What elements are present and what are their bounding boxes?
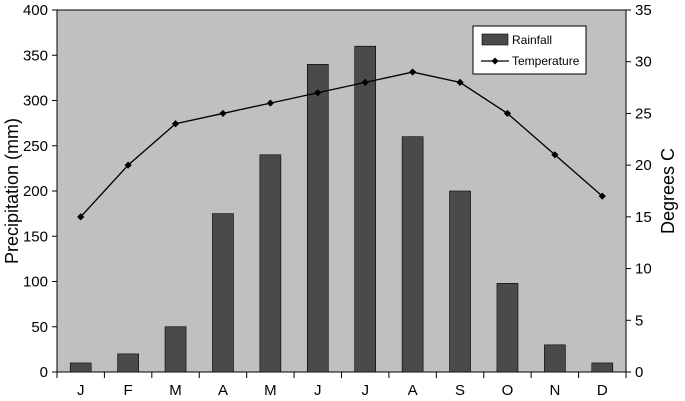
temperature-series-line [80, 71, 603, 218]
temperature-point [503, 109, 512, 118]
rainfall-bar [164, 326, 187, 373]
x-tick-label: M [169, 382, 182, 399]
y2-tick-label: 0 [635, 364, 643, 381]
y2-tick-label: 30 [635, 54, 652, 71]
y-axis-title: Precipitation (mm) [2, 118, 22, 264]
rainfall-bar [401, 136, 424, 373]
temperature-point [456, 78, 464, 86]
rainfall-bar [591, 362, 614, 373]
rainfall-bar [212, 213, 234, 373]
y-tick-label: 200 [23, 183, 48, 200]
x-tick-label: A [408, 382, 418, 399]
legend-marker-temperature [491, 57, 499, 65]
y-tick-label: 150 [23, 228, 48, 245]
x-tick-label: J [314, 382, 322, 399]
y2-tick-label: 15 [635, 209, 652, 226]
rainfall-bar [259, 154, 282, 373]
temperature-point [361, 78, 369, 86]
x-tick-label: J [361, 382, 369, 399]
y-tick-label: 400 [23, 2, 48, 19]
y2-tick-label: 20 [635, 157, 652, 174]
temperature-point [598, 192, 606, 200]
temperature-line [77, 68, 606, 221]
y-tick-label: 350 [23, 47, 48, 64]
x-tick-label: O [502, 382, 514, 399]
temperature-point [124, 161, 132, 169]
y-tick-label: 300 [23, 93, 48, 110]
x-tick-label: F [124, 382, 133, 399]
rainfall-bar [306, 64, 329, 373]
y-tick-label: 100 [23, 274, 48, 291]
temperature-point [266, 99, 274, 107]
temperature-point [551, 151, 559, 159]
x-tick-label: N [549, 382, 560, 399]
x-tick-label: M [264, 382, 277, 399]
temperature-point [219, 109, 227, 118]
y-tick-label: 250 [23, 138, 48, 155]
temperature-point [409, 68, 417, 76]
legend: Rainfall Temperature [472, 25, 587, 75]
y2-tick-label: 10 [635, 261, 652, 278]
legend-label-temperature: Temperature [512, 54, 580, 68]
y-tick-label: 0 [40, 364, 48, 381]
legend-label-rainfall: Rainfall [512, 33, 552, 47]
y2-tick-label: 5 [635, 312, 643, 329]
x-tick-label: D [597, 382, 608, 399]
rainfall-bar [117, 353, 139, 373]
rainfall-bar [496, 283, 519, 373]
y-tick-label: 50 [31, 319, 48, 336]
rainfall-bar [354, 45, 377, 373]
rainfall-bars [69, 45, 614, 373]
temperature-point [171, 120, 180, 128]
rainfall-bar [449, 190, 471, 373]
x-tick-label: A [218, 382, 228, 399]
rainfall-bar [69, 362, 92, 373]
y2-tick-label: 35 [635, 2, 652, 19]
y2-tick-label: 25 [635, 105, 652, 122]
legend-swatch-rainfall [481, 33, 509, 46]
temperature-point [314, 89, 322, 97]
x-tick-label: J [77, 382, 85, 399]
rainfall-bar [544, 344, 566, 373]
axes: 0 50 100 150 200 250 300 350 400 0 5 10 15 20 25 30 35 J F… [23, 2, 652, 399]
temperature-point [77, 213, 85, 221]
x-tick-label: S [455, 382, 465, 399]
y2-axis-title: Degrees C [658, 148, 678, 234]
